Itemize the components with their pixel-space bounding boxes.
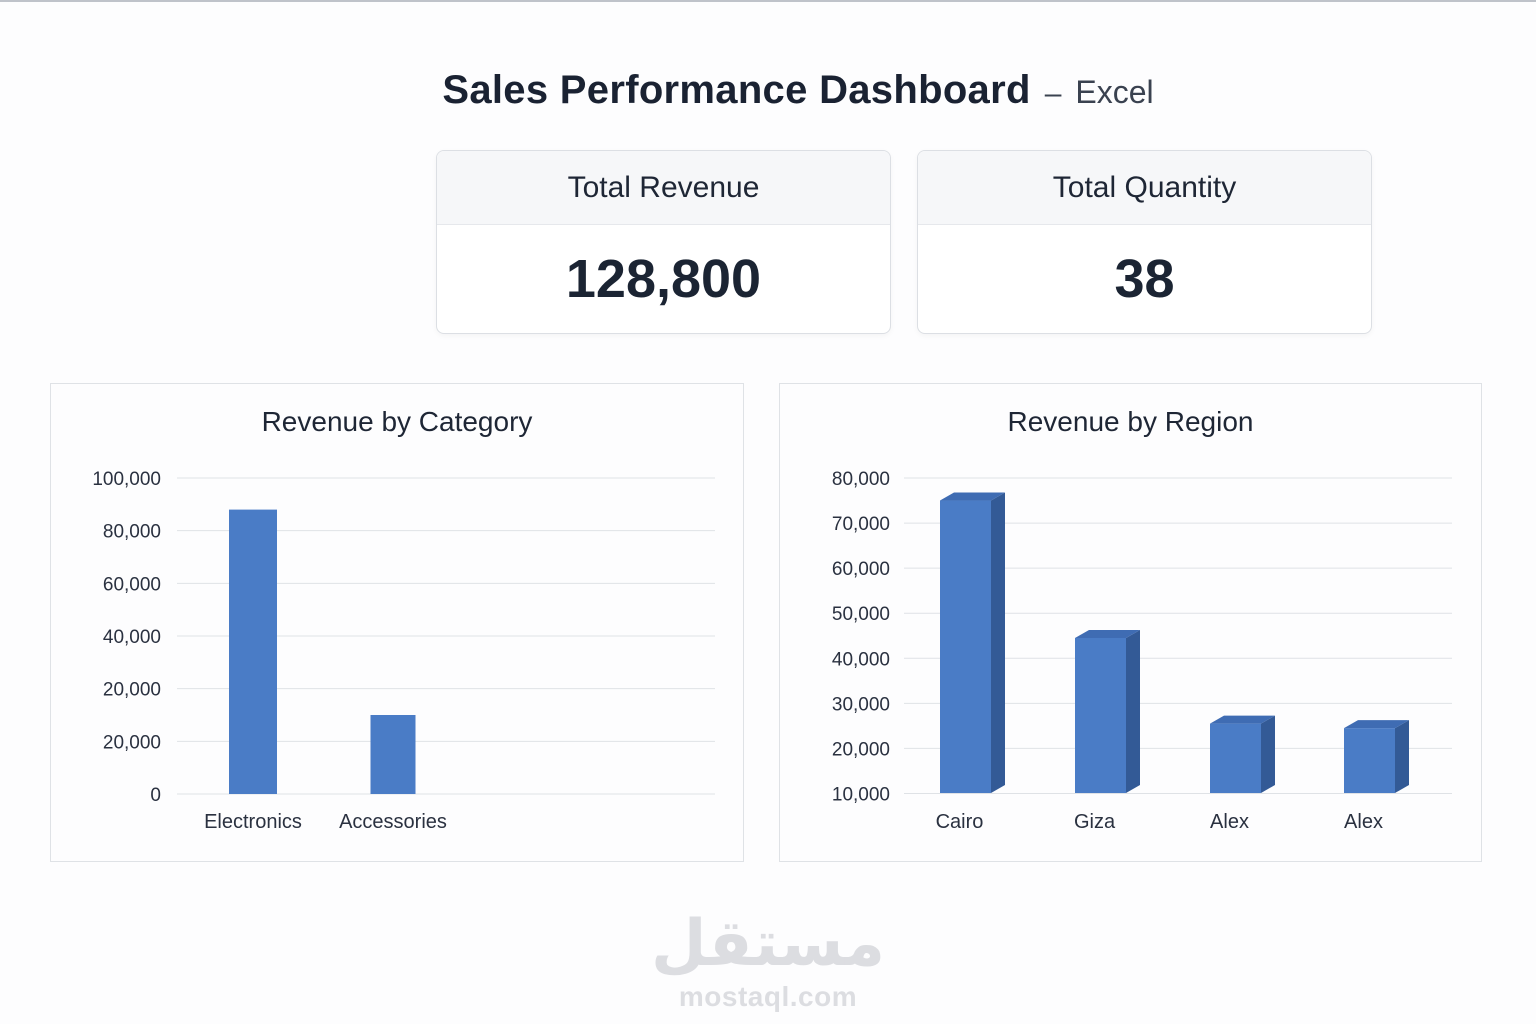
bar	[229, 509, 277, 794]
page-subtitle: Excel	[1075, 74, 1154, 110]
title-separator: –	[1044, 77, 1062, 110]
watermark-arabic: مستقل	[650, 907, 886, 981]
y-tick-label: 50,000	[832, 604, 890, 625]
bar-side	[1395, 720, 1409, 793]
chart-title: Revenue by Region	[1007, 406, 1254, 437]
chart-title: Revenue by Category	[261, 406, 533, 437]
chart-canvas: 10,000 20,000 30,000 40,000 50,000 60,000 70,0…	[832, 469, 1452, 833]
y-tick-label: 20,000	[103, 732, 161, 753]
bar-top	[1210, 715, 1275, 724]
bar-side	[1126, 629, 1140, 793]
y-tick-label: 10,000	[832, 784, 890, 805]
kpi-value: 128,800	[565, 249, 762, 309]
bar	[1075, 629, 1140, 793]
bar	[1344, 720, 1409, 793]
y-tick-label: 40,000	[832, 649, 890, 670]
bar-top	[940, 492, 1005, 501]
bar-front	[1075, 637, 1126, 793]
y-tick-label: 20,000	[832, 739, 890, 760]
watermark-latin: mostaql.com	[678, 981, 858, 1012]
bar-front	[1210, 723, 1261, 793]
bar	[940, 492, 1005, 793]
bar-side	[1261, 715, 1275, 793]
y-tick-label: 0	[150, 785, 161, 806]
x-category-label: Alex	[1210, 811, 1249, 833]
kpi-label: Total Revenue	[437, 151, 890, 225]
x-category-label: Cairo	[936, 811, 984, 833]
bar	[1210, 715, 1275, 793]
y-tick-label: 40,000	[103, 627, 161, 648]
y-tick-label: 20,000	[103, 680, 161, 701]
page-title: Sales Performance Dashboard	[442, 68, 1031, 112]
y-tick-label: 100,000	[92, 469, 161, 490]
chart-canvas: 0 20,000 20,000 40,000 60,000 80,000 100,000 El…	[92, 469, 715, 833]
y-tick-label: 30,000	[832, 694, 890, 715]
kpi-value: 38	[1114, 249, 1175, 309]
page-header: Sales Performance Dashboard – Excel	[0, 68, 1536, 113]
x-category-label: Giza	[1074, 811, 1116, 833]
x-category-label: Electronics	[204, 811, 302, 833]
bar-side	[991, 492, 1005, 793]
top-divider	[0, 0, 1536, 2]
bar-front	[1344, 728, 1395, 793]
kpi-label: Total Quantity	[918, 151, 1371, 225]
bar-front	[940, 500, 991, 793]
watermark: مستقل mostaql.com	[618, 906, 918, 1012]
y-tick-label: 80,000	[103, 522, 161, 543]
kpi-card-total-quantity: Total Quantity 38	[917, 150, 1372, 334]
x-category-label: Accessories	[339, 811, 447, 833]
y-tick-label: 80,000	[832, 469, 890, 490]
chart-revenue-by-category: Revenue by Category 0 20,000 20,000 40,000 6…	[50, 383, 744, 862]
y-tick-label: 60,000	[103, 574, 161, 595]
kpi-card-total-revenue: Total Revenue 128,800	[436, 150, 891, 334]
bar-top	[1075, 629, 1140, 638]
y-tick-label: 70,000	[832, 514, 890, 535]
chart-revenue-by-region: Revenue by Region 10,000 20,000 30,000 40,0…	[779, 383, 1482, 862]
x-category-label: Alex	[1344, 811, 1383, 833]
bar-top	[1344, 720, 1409, 729]
y-tick-label: 60,000	[832, 559, 890, 580]
bar	[370, 715, 416, 794]
